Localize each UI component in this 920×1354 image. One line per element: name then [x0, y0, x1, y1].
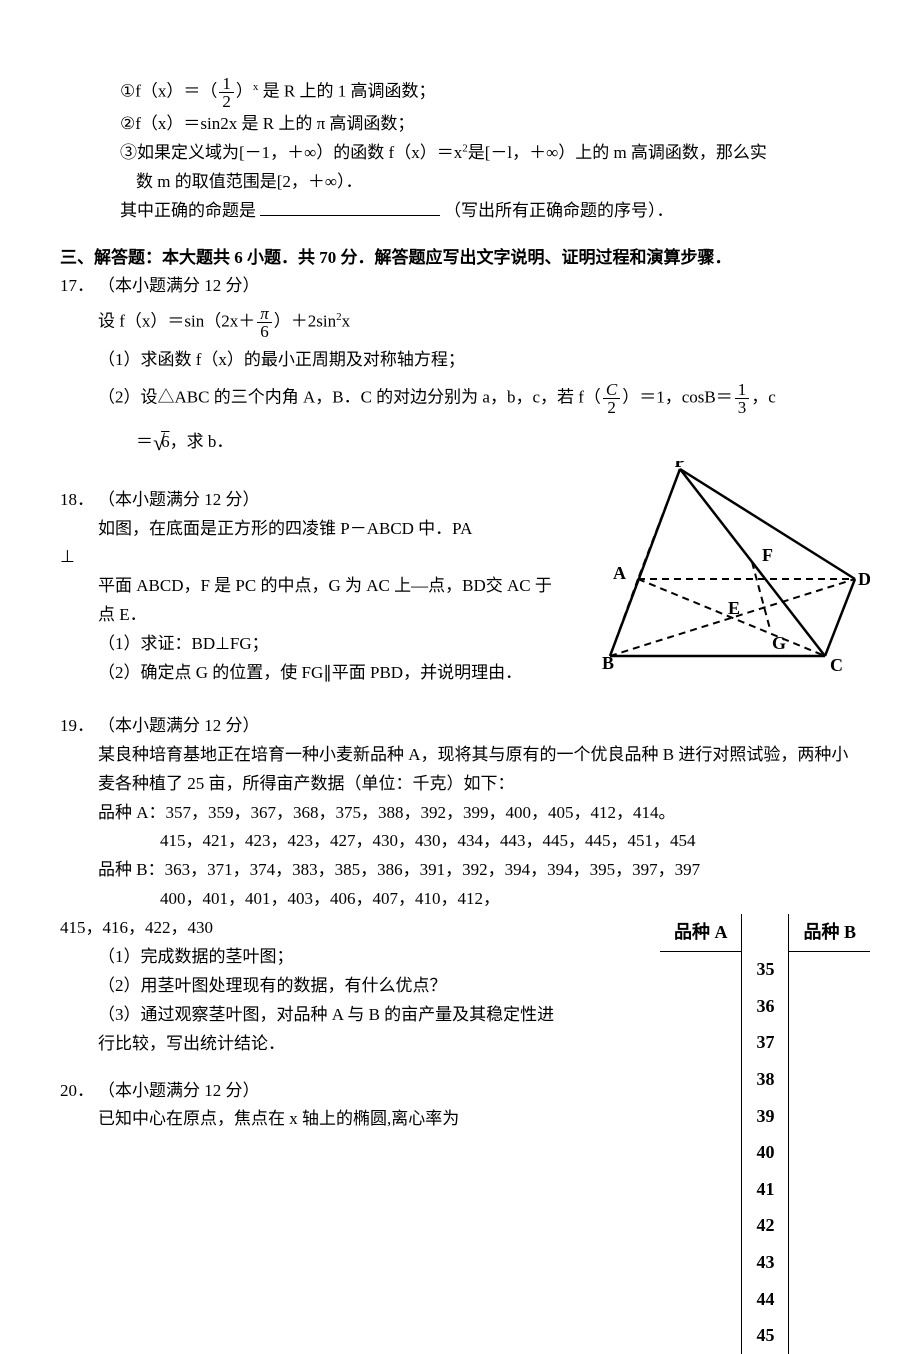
- lbl-E: E: [728, 598, 740, 618]
- q17-p2a: （2）设△ABC 的三个内角 A，B．C 的对边分别为 a，b，c，若 f（: [98, 388, 601, 407]
- q19-b: 品种 B：363，371，374，383，385，386，391，392，394…: [98, 856, 860, 885]
- section-3-title: 三、解答题：本大题共 6 小题．共 70 分．解答题应写出文字说明、证明过程和演…: [60, 244, 860, 273]
- frac-c2: C2: [603, 381, 620, 416]
- q17-part2-line2: ＝√6，求 b．: [136, 424, 860, 461]
- q20-line1: 已知中心在原点，焦点在 x 轴上的椭圆,离心率为: [98, 1105, 560, 1134]
- stem-row: 40: [660, 1134, 870, 1171]
- stem-35: 35: [742, 951, 789, 988]
- stem-41: 41: [742, 1171, 789, 1208]
- q19-number: 19．: [60, 712, 98, 914]
- lbl-F: F: [762, 545, 773, 565]
- conclusion-suffix: （写出所有正确命题的序号）．: [444, 201, 674, 220]
- stem-39: 39: [742, 1098, 789, 1135]
- stem-43: 43: [742, 1244, 789, 1281]
- question-17: 17． （本小题满分 12 分） 设 f（x）＝sin（2x＋π6）＋2sin2…: [60, 272, 860, 461]
- q17-intro-b: ）＋2sin: [274, 312, 336, 331]
- q20-number: 20．: [60, 1077, 98, 1135]
- q17-part1: （1）求函数 f（x）的最小正周期及对称轴方程；: [98, 346, 860, 375]
- q17-eq: ＝: [136, 432, 153, 451]
- text-2: f（x）＝sin2x 是 R 上的 π 高调函数；: [135, 114, 414, 133]
- continuation-block: ①f（x）＝（12）x 是 R 上的 1 高调函数； ②f（x）＝sin2x 是…: [120, 75, 860, 226]
- q19-a-r1: 357，359，367，368，375，388，392，399，400，405，…: [166, 803, 676, 822]
- stem-row: 39: [660, 1098, 870, 1135]
- stem-row: 44: [660, 1281, 870, 1318]
- stem-row: 45: [660, 1317, 870, 1354]
- lbl-C: C: [830, 655, 843, 675]
- q17-points: （本小题满分 12 分）: [98, 272, 860, 301]
- stem-row: 42: [660, 1207, 870, 1244]
- label-1: ①: [120, 81, 135, 100]
- label-2: ②: [120, 114, 135, 133]
- text-1a: f（x）＝（: [135, 81, 217, 100]
- stem-row: 43: [660, 1244, 870, 1281]
- stem-42: 42: [742, 1207, 789, 1244]
- stem-40: 40: [742, 1134, 789, 1171]
- q17-p2c: ，c: [751, 388, 776, 407]
- cont-item-1: ①f（x）＝（12）x 是 R 上的 1 高调函数；: [120, 75, 860, 110]
- q17-intro-c: x: [342, 312, 351, 331]
- stem-36: 36: [742, 988, 789, 1025]
- lbl-D: D: [858, 569, 870, 589]
- stem-row: 37: [660, 1024, 870, 1061]
- label-3: ③: [120, 143, 137, 162]
- q19-b-r1: 363，371，374，383，385，386，391，392，394，394，…: [165, 860, 701, 879]
- text-3c: 数 m 的取值范围是[2，＋∞）．: [136, 168, 860, 197]
- stem-37: 37: [742, 1024, 789, 1061]
- q17-intro-a: 设 f（x）＝sin（2x＋: [98, 312, 255, 331]
- q17-p2b: ）＝1，cosB＝: [622, 388, 733, 407]
- stem-row: 38: [660, 1061, 870, 1098]
- lbl-B: B: [602, 653, 614, 673]
- q19-points: （本小题满分 12 分）: [98, 712, 860, 741]
- q19-b-label: 品种 B：: [98, 860, 165, 879]
- stem-45: 45: [742, 1317, 789, 1354]
- stem-44: 44: [742, 1281, 789, 1318]
- q19-a: 品种 A：357，359，367，368，375，388，392，399，400…: [98, 799, 860, 828]
- stem-38: 38: [742, 1061, 789, 1098]
- frac-13: 13: [735, 381, 750, 416]
- q17-tail: ，求 b．: [170, 432, 234, 451]
- text-1c: 是 R 上的 1 高调函数；: [258, 81, 435, 100]
- text-1b: ）: [236, 81, 253, 100]
- pyramid-svg: P A B C D F E G: [600, 461, 870, 676]
- text-3b: 是[－l，＋∞）上的 m 高调函数，那么实: [468, 143, 767, 162]
- lbl-P: P: [675, 461, 686, 471]
- frac-half: 12: [219, 75, 234, 110]
- stem-header-row: 品种 A 品种 B: [660, 914, 870, 951]
- q18-points: （本小题满分 12 分）: [98, 486, 580, 515]
- q19-lower: 415，416，422，430 （1）完成数据的茎叶图； （2）用茎叶图处理现有…: [60, 914, 860, 1134]
- lbl-G: G: [772, 633, 786, 653]
- text-3a: 如果定义域为[－1，＋∞）的函数 f（x）＝x: [137, 143, 462, 162]
- pyramid-diagram: P A B C D F E G: [600, 461, 870, 686]
- hdr-b: 品种 B: [789, 914, 870, 951]
- q18-line1: 如图，在底面是正方形的四凌锥 P－ABCD 中．PA: [98, 515, 580, 544]
- answer-blank[interactable]: [260, 198, 440, 216]
- frac-pi6: π6: [257, 305, 272, 340]
- stem-row: 35: [660, 951, 870, 988]
- cont-item-2: ②f（x）＝sin2x 是 R 上的 π 高调函数；: [120, 110, 860, 139]
- conclusion-line: 其中正确的命题是 （写出所有正确命题的序号）．: [120, 197, 860, 226]
- cont-item-3: ③如果定义域为[－1，＋∞）的函数 f（x）＝x2是[－l，＋∞）上的 m 高调…: [120, 139, 860, 197]
- q19-a-label: 品种 A：: [98, 803, 166, 822]
- question-19: 19． （本小题满分 12 分） 某良种培育基地正在培育一种小麦新品种 A，现将…: [60, 712, 860, 914]
- hdr-stem: [742, 914, 789, 951]
- q18-p2-text: （2）确定点 G 的位置，使 FG∥平面 PBD，并说明理由．: [98, 659, 560, 688]
- stem-row: 36: [660, 988, 870, 1025]
- lbl-A: A: [613, 563, 626, 583]
- q19-a-r2: 415，421，423，423，427，430，430，434，443，445，…: [160, 827, 860, 856]
- conclusion-prefix: 其中正确的命题是: [120, 201, 256, 220]
- stem-row: 41: [660, 1171, 870, 1208]
- q17-number: 17．: [60, 272, 98, 461]
- q17-part2: （2）设△ABC 的三个内角 A，B．C 的对边分别为 a，b，c，若 f（C2…: [98, 381, 860, 461]
- q20-points: （本小题满分 12 分）: [98, 1077, 560, 1106]
- q17-intro: 设 f（x）＝sin（2x＋π6）＋2sin2x: [98, 305, 860, 340]
- stem-leaf-table: 品种 A 品种 B 35 36 37 38 39 40 41 42 43 44 …: [660, 914, 870, 1354]
- question-18: 18． （本小题满分 12 分） 如图，在底面是正方形的四凌锥 P－ABCD 中…: [60, 486, 860, 544]
- hdr-a: 品种 A: [660, 914, 742, 951]
- q18-number: 18．: [60, 486, 98, 544]
- q19-b-r2: 400，401，401，403，406，407，410，412，: [160, 885, 860, 914]
- sqrt-val: 6: [161, 432, 170, 451]
- q19-intro: 某良种培育基地正在培育一种小麦新品种 A，现将其与原有的一个优良品种 B 进行对…: [98, 741, 860, 799]
